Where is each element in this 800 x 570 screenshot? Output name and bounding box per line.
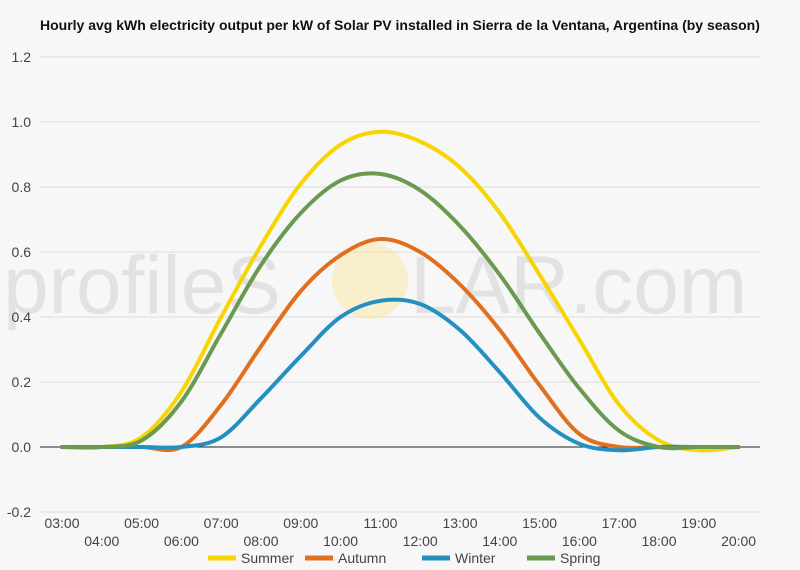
x-tick-label: 13:00 [442, 515, 477, 531]
x-tick-label: 04:00 [84, 533, 119, 549]
x-tick-label: 16:00 [562, 533, 597, 549]
legend: Summer Autumn Winter Spring [208, 550, 600, 566]
y-tick-label: 0.2 [12, 374, 32, 390]
chart-title: Hourly avg kWh electricity output per kW… [40, 17, 760, 33]
y-axis: -0.2 0.0 0.2 0.4 0.6 0.8 1.0 1.2 [7, 49, 31, 520]
x-tick-label: 10:00 [323, 533, 358, 549]
x-tick-label: 05:00 [124, 515, 159, 531]
x-tick-label: 20:00 [721, 533, 756, 549]
legend-label: Summer [241, 550, 294, 566]
y-tick-label: 1.0 [12, 114, 32, 130]
x-tick-label: 19:00 [681, 515, 716, 531]
y-tick-label: 0.6 [12, 244, 32, 260]
series-lines [60, 129, 741, 453]
x-tick-label: 15:00 [522, 515, 557, 531]
x-tick-label: 11:00 [363, 515, 397, 531]
x-tick-label: 14:00 [482, 533, 517, 549]
x-tick-label: 18:00 [641, 533, 676, 549]
series-line-summer [60, 129, 741, 453]
x-tick-label: 17:00 [602, 515, 637, 531]
watermark: profileS LAR.com [3, 240, 747, 331]
x-tick-label: 09:00 [283, 515, 318, 531]
legend-label: Winter [455, 550, 496, 566]
x-tick-label: 12:00 [403, 533, 438, 549]
legend-label: Autumn [338, 550, 386, 566]
watermark-text: profileS [3, 240, 281, 331]
y-tick-label: 1.2 [12, 49, 32, 65]
x-tick-label: 06:00 [164, 533, 199, 549]
x-tick-label: 07:00 [204, 515, 239, 531]
y-tick-label: 0.8 [12, 179, 32, 195]
series-line-winter [60, 297, 741, 453]
y-tick-label: -0.2 [7, 504, 31, 520]
y-tick-label: 0.0 [12, 439, 32, 455]
gridlines [40, 56, 760, 513]
x-tick-label: 08:00 [243, 533, 278, 549]
y-tick-label: 0.4 [12, 309, 32, 325]
x-tick-label: 03:00 [44, 515, 79, 531]
watermark-text: LAR.com [410, 240, 747, 331]
series-line-spring [60, 171, 741, 451]
legend-label: Spring [560, 550, 600, 566]
